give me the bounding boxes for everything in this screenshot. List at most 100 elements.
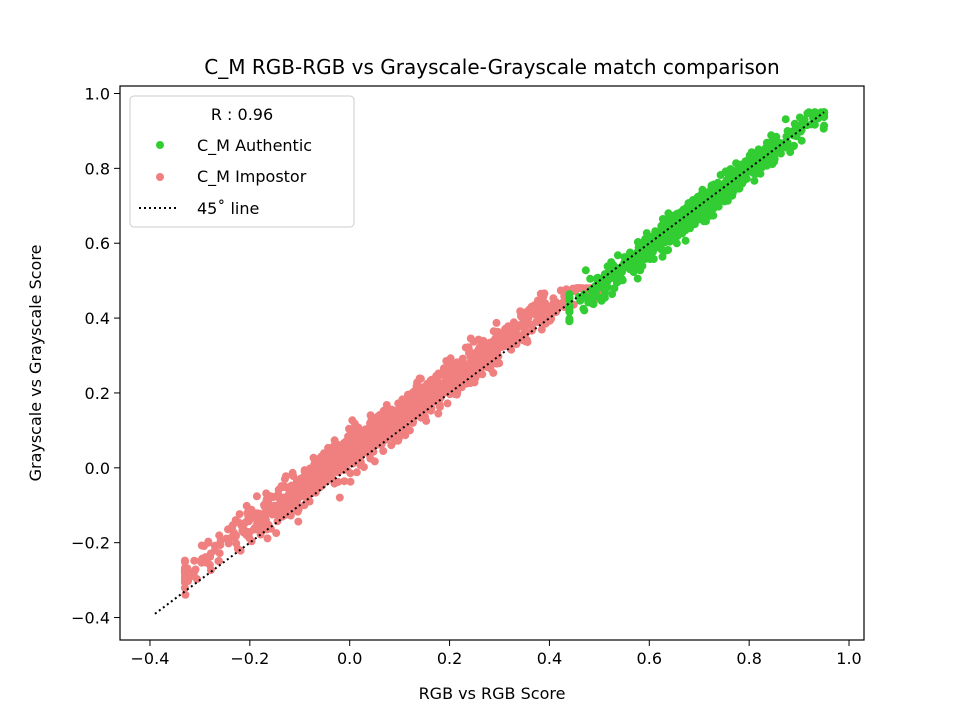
data-point: [211, 541, 220, 550]
data-point: [362, 442, 371, 451]
data-point: [600, 270, 609, 279]
legend: R : 0.96 C_M Authentic C_M Impostor 45˚ …: [129, 95, 355, 228]
data-point: [346, 452, 355, 461]
data-point: [326, 467, 334, 476]
data-point: [565, 294, 574, 303]
data-point: [333, 464, 342, 473]
data-point: [398, 410, 407, 419]
y-tick-label: 0.6: [85, 234, 110, 253]
data-point: [274, 493, 283, 502]
data-point: [205, 560, 214, 569]
data-point: [485, 338, 494, 347]
data-point: [379, 447, 388, 455]
data-point: [335, 493, 344, 502]
y-tick-label: 1.0: [85, 84, 110, 103]
data-point: [465, 349, 473, 358]
x-axis-label: RGB vs RGB Score: [419, 684, 566, 703]
data-point: [702, 217, 710, 226]
data-point: [289, 472, 298, 480]
y-tick-label: 0.0: [85, 459, 110, 478]
x-tick-label: 0.4: [537, 649, 562, 668]
data-point: [664, 246, 673, 254]
data-point: [340, 477, 349, 486]
data-point: [361, 425, 370, 434]
reference-45-degree-line: [154, 111, 825, 615]
data-point: [664, 236, 673, 245]
data-point: [263, 534, 272, 543]
points-layer: [180, 108, 829, 599]
data-point: [387, 441, 396, 450]
data-point: [302, 481, 311, 490]
data-point: [266, 508, 275, 517]
data-point: [370, 428, 379, 437]
data-point: [305, 497, 314, 506]
data-point: [530, 301, 539, 310]
data-point: [513, 330, 522, 339]
data-point: [764, 146, 773, 154]
data-point: [466, 334, 475, 343]
data-point: [197, 558, 206, 567]
data-point: [658, 252, 667, 261]
data-point: [383, 421, 392, 430]
data-point: [250, 525, 259, 534]
data-point: [180, 576, 189, 584]
data-point: [645, 251, 654, 260]
legend-authentic-marker: [156, 141, 164, 149]
data-point: [580, 306, 589, 315]
data-point: [537, 325, 546, 334]
data-point: [428, 379, 437, 388]
data-point: [706, 211, 715, 220]
data-point: [613, 251, 622, 260]
data-point: [728, 173, 737, 182]
data-point: [658, 215, 667, 223]
y-tick-label: 0.8: [85, 159, 110, 178]
data-point: [281, 472, 290, 481]
data-point: [489, 368, 498, 377]
legend-box: [129, 95, 355, 228]
data-point: [307, 472, 316, 481]
x-tick-label: −0.4: [131, 649, 170, 668]
data-point: [615, 276, 624, 285]
data-point: [743, 160, 752, 169]
data-point: [797, 136, 806, 145]
data-point: [262, 496, 271, 505]
x-tick-label: −0.2: [230, 649, 269, 668]
x-tick-label: 0.0: [337, 649, 362, 668]
data-point: [411, 402, 420, 410]
data-point: [521, 311, 530, 320]
data-point: [386, 413, 395, 421]
data-point: [235, 510, 244, 519]
data-point: [245, 517, 253, 526]
data-point: [252, 492, 261, 501]
data-point: [808, 119, 817, 127]
data-point: [350, 419, 359, 428]
data-point: [242, 501, 251, 510]
data-point: [257, 510, 266, 519]
data-point: [681, 236, 690, 245]
data-point: [348, 459, 357, 468]
data-point: [422, 389, 431, 398]
data-point: [180, 557, 189, 566]
legend-45-line-label: 45˚ line: [197, 199, 259, 218]
data-point: [678, 225, 686, 234]
data-point: [231, 516, 240, 525]
reference-line-layer: [154, 111, 825, 615]
data-point: [366, 454, 375, 463]
data-point: [632, 253, 641, 262]
data-point: [366, 411, 375, 420]
data-point: [394, 399, 403, 408]
data-point: [474, 363, 483, 372]
data-point: [507, 345, 516, 354]
y-axis-ticks: −0.4 −0.2 0.0 0.2 0.4 0.6 0.8 1.0: [71, 84, 120, 628]
y-tick-label: 0.4: [85, 309, 110, 328]
data-point: [622, 262, 631, 271]
data-point: [435, 402, 444, 411]
data-point: [804, 108, 813, 117]
data-point: [216, 536, 225, 545]
data-point: [762, 161, 771, 170]
data-point: [356, 461, 365, 470]
data-point: [336, 443, 345, 452]
x-axis-ticks: −0.4 −0.2 0.0 0.2 0.4 0.6 0.8 1.0: [131, 640, 862, 668]
data-point: [521, 337, 530, 346]
data-point: [415, 374, 424, 383]
